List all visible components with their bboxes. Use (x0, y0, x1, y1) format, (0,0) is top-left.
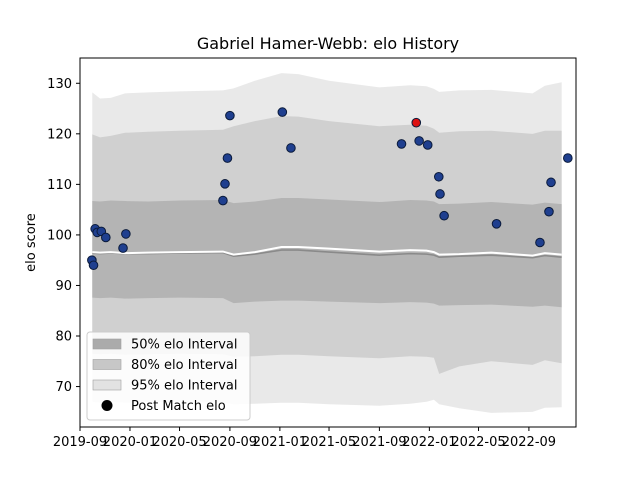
post-match-point (218, 195, 228, 206)
post-match-point (414, 136, 424, 146)
post-match-point (277, 107, 288, 117)
x-axis: 2019-092020-012020-052020-092021-012021-… (53, 427, 556, 450)
post-match-point (439, 210, 449, 221)
post-match-point (396, 139, 407, 149)
post-match-point (435, 189, 445, 199)
x-tick-label: 2021-09 (352, 435, 406, 450)
y-tick-label: 70 (55, 380, 72, 395)
y-tick-label: 100 (47, 228, 72, 243)
legend-box (86, 331, 251, 421)
x-tick-label: 2020-05 (152, 435, 206, 450)
legend-marker-swatch (101, 400, 113, 411)
post-match-point (433, 171, 444, 182)
x-tick-label: 2021-05 (302, 435, 356, 450)
post-match-point (101, 232, 111, 243)
latest-match-point (411, 117, 422, 128)
post-match-point (544, 206, 554, 217)
legend-label: Post Match elo (131, 399, 226, 414)
x-tick-label: 2022-09 (502, 435, 556, 450)
x-tick-label: 2020-01 (103, 435, 157, 450)
y-tick-label: 130 (47, 77, 72, 92)
legend: 50% elo Interval 80% elo Interval 95% elo … (86, 331, 251, 421)
y-tick-label: 110 (47, 178, 72, 193)
post-match-point (225, 110, 235, 121)
post-match-point (118, 243, 128, 253)
legend-swatch-band-50 (92, 338, 122, 350)
plot-frame (79, 57, 577, 428)
post-match-point (422, 140, 433, 150)
post-match-point (88, 260, 99, 271)
post-match-points (87, 107, 573, 271)
y-tick-label: 80 (55, 330, 72, 345)
x-tick-label: 2022-05 (451, 435, 505, 450)
post-match-point (546, 177, 556, 188)
y-axis-title: elo score (24, 213, 39, 272)
x-tick-label: 2022-01 (402, 435, 456, 450)
post-match-point (535, 237, 545, 248)
y-tick-label: 90 (55, 279, 72, 294)
post-match-point (563, 153, 573, 163)
post-match-point (286, 143, 296, 153)
post-match-point (121, 229, 131, 239)
chart-title: Gabriel Hamer-Webb: elo History (197, 34, 459, 53)
plot-area (87, 73, 573, 413)
x-tick-label: 2021-01 (253, 435, 307, 450)
legend-label: 80% elo Interval (131, 358, 238, 373)
post-match-point (220, 179, 230, 189)
legend-swatch-band-95 (92, 379, 122, 391)
interval-bands (92, 73, 562, 413)
legend-swatch-band-80 (92, 359, 122, 370)
legend-label: 95% elo Interval (131, 379, 238, 394)
post-match-point (491, 219, 502, 229)
post-match-point (222, 153, 233, 163)
mean-elo-line (92, 246, 562, 257)
y-axis: 70 80 90 100 110 120 130 (47, 77, 80, 395)
center-lines (92, 246, 562, 259)
y-tick-label: 120 (47, 127, 72, 142)
x-tick-label: 2020-09 (203, 435, 257, 450)
legend-label: 50% elo Interval (131, 338, 238, 353)
x-tick-label: 2019-09 (53, 435, 107, 450)
